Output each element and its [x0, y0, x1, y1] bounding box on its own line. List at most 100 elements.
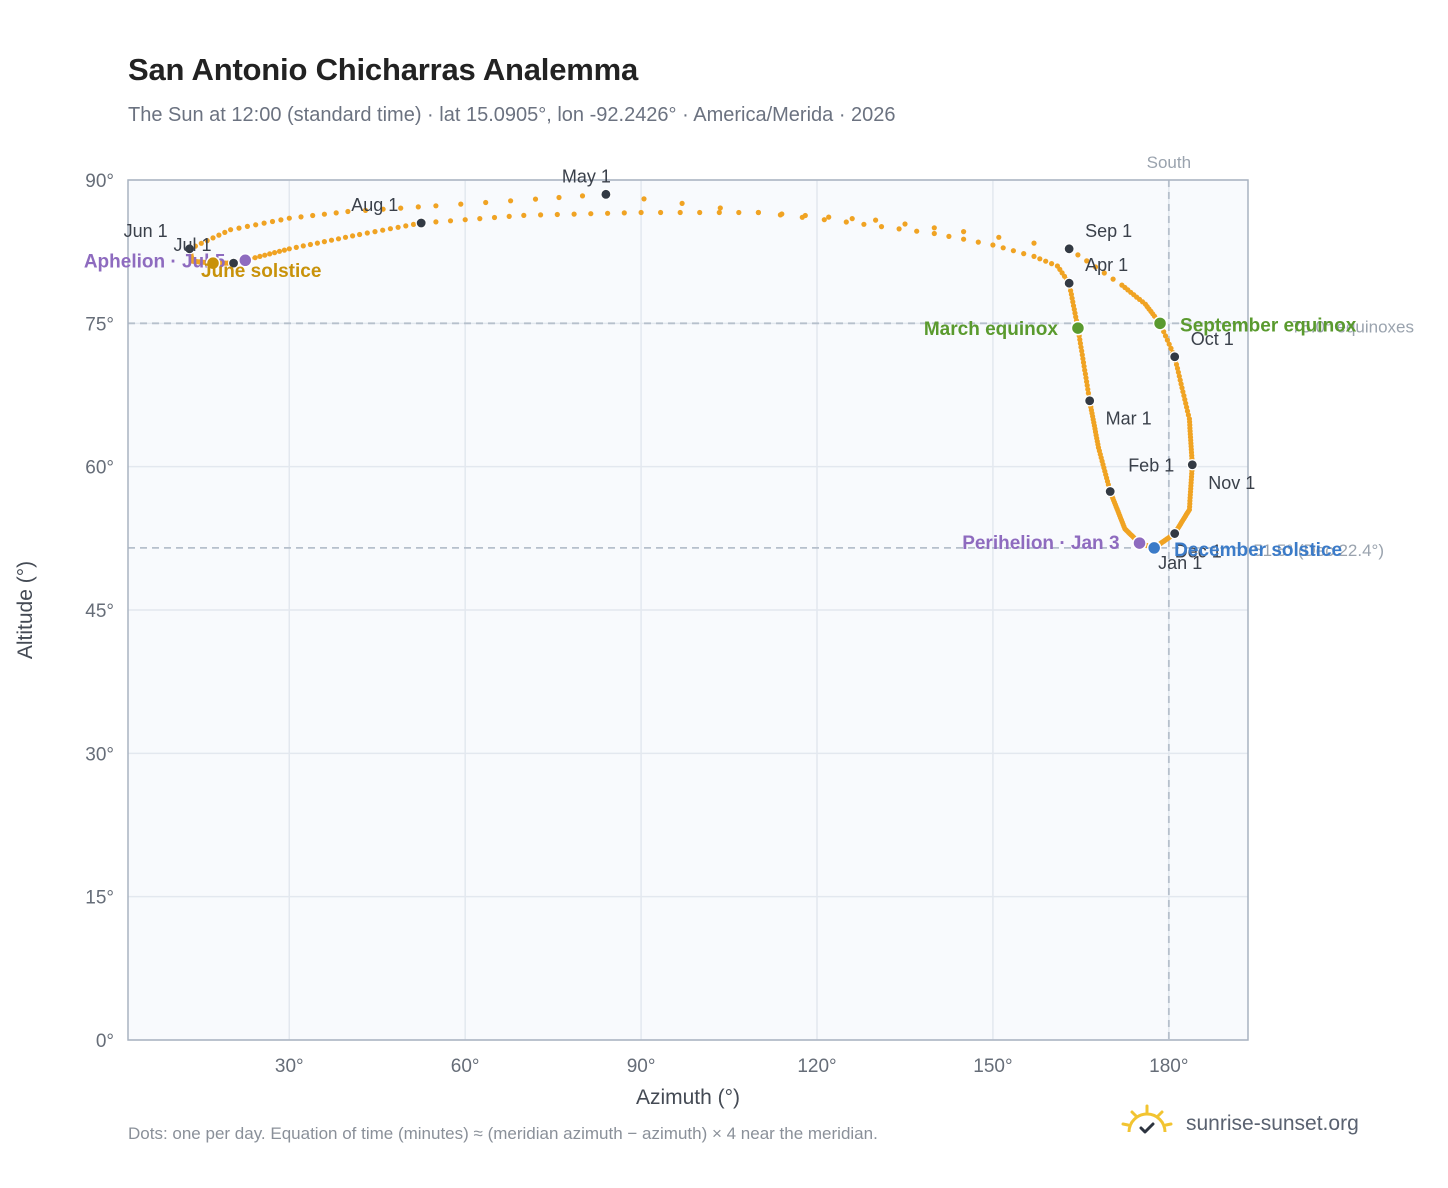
daily-sun-dot: [1037, 256, 1043, 262]
daily-sun-dot: [342, 234, 349, 240]
month-marker: [1063, 243, 1075, 255]
daily-sun-dot: [961, 229, 967, 235]
footnote: Dots: one per day. Equation of time (min…: [128, 1124, 878, 1143]
daily-sun-dot: [1010, 248, 1017, 254]
daily-sun-dot: [298, 214, 304, 220]
daily-sun-dot: [433, 219, 439, 225]
daily-sun-dot: [717, 205, 723, 211]
brand[interactable]: sunrise-sunset.org: [1120, 1104, 1359, 1143]
x-tick-label: 90°: [627, 1056, 656, 1077]
daily-sun-dot: [216, 232, 222, 238]
daily-sun-dot: [736, 209, 742, 216]
daily-sun-dot: [1000, 245, 1006, 251]
daily-sun-dot: [621, 210, 627, 216]
daily-sun-dot: [210, 235, 216, 241]
month-label: May 1: [562, 166, 611, 186]
month-label: Feb 1: [1128, 456, 1174, 476]
daily-sun-dot: [931, 230, 937, 237]
daily-sun-dot: [345, 208, 351, 215]
daily-sun-dot: [310, 212, 316, 219]
daily-sun-dot: [433, 203, 439, 209]
june-solstice-label: June solstice: [201, 261, 321, 282]
daily-sun-dot: [1085, 386, 1091, 392]
daily-sun-dot: [554, 211, 560, 218]
daily-sun-dot: [321, 239, 327, 245]
daily-sun-dot: [335, 236, 342, 242]
daily-sun-dot: [1184, 404, 1190, 410]
daily-sun-dot: [314, 240, 320, 246]
daily-sun-dot: [677, 209, 683, 216]
daily-sun-dot: [1092, 264, 1099, 270]
daily-sun-dot: [1173, 361, 1180, 368]
equinox-label: March equinox: [924, 319, 1059, 340]
daily-sun-dot: [849, 216, 855, 222]
daily-sun-dot: [605, 210, 611, 216]
x-tick-label: 60°: [451, 1056, 480, 1077]
december-altitude-label: 51.5° (Dec 22.4°): [1253, 541, 1384, 560]
daily-sun-dot: [403, 223, 409, 229]
daily-sun-dot: [1079, 352, 1085, 358]
month-marker: [600, 188, 612, 200]
daily-sun-dot: [286, 246, 292, 252]
daily-sun-dot: [914, 228, 920, 234]
daily-sun-dot: [398, 205, 404, 211]
month-marker: [1104, 485, 1116, 498]
daily-sun-dot: [975, 239, 981, 245]
daily-sun-dot: [447, 218, 454, 224]
daily-sun-dot: [1084, 258, 1090, 264]
daily-sun-dot: [364, 230, 370, 236]
month-marker: [1169, 527, 1181, 540]
equinox-altitude-label: 75.0° equinoxes: [1292, 317, 1414, 336]
daily-sun-dot: [896, 226, 902, 232]
daily-sun-dot: [307, 241, 313, 248]
sun-icon: [1120, 1104, 1174, 1143]
chart-subtitle: The Sun at 12:00 (standard time) · lat 1…: [128, 104, 896, 126]
plot-frame: [127, 179, 1249, 1041]
aphelion-marker: [238, 253, 253, 268]
x-tick-label: 120°: [797, 1056, 836, 1077]
month-label: Aug 1: [351, 195, 398, 215]
daily-sun-dot: [1110, 276, 1116, 282]
daily-sun-dot: [658, 209, 664, 216]
month-label: Oct 1: [1191, 329, 1234, 349]
daily-sun-dot: [1174, 365, 1181, 371]
daily-sun-dot: [1176, 373, 1182, 379]
month-label: Nov 1: [1208, 473, 1255, 493]
daily-sun-dot: [1049, 261, 1055, 267]
y-tick-label: 15°: [85, 888, 114, 909]
daily-sun-dot: [267, 251, 273, 257]
daily-sun-dot: [946, 233, 952, 239]
daily-sun-dot: [198, 240, 204, 246]
month-marker: [415, 217, 427, 229]
month-label: Jul 1: [174, 235, 212, 255]
month-marker: [227, 257, 240, 269]
daily-sun-dot: [931, 225, 937, 231]
daily-sun-dot: [1184, 408, 1191, 414]
month-label: Jun 1: [124, 221, 168, 241]
daily-sun-dot: [261, 220, 267, 226]
daily-sun-dot: [1031, 240, 1037, 246]
month-label: Mar 1: [1106, 409, 1152, 429]
daily-sun-dot: [1161, 329, 1167, 335]
december-solstice-label: December solstice: [1174, 540, 1342, 561]
daily-sun-dot: [222, 229, 228, 235]
daily-sun-dot: [588, 211, 594, 217]
daily-sun-dot: [380, 227, 386, 233]
daily-sun-dot: [278, 217, 284, 223]
daily-sun-dot: [961, 236, 967, 242]
x-tick-label: 30°: [275, 1056, 304, 1077]
chart-title: San Antonio Chicharras Analemma: [128, 52, 639, 87]
daily-sun-dot: [333, 210, 339, 216]
daily-sun-dot: [571, 211, 577, 217]
daily-sun-dot: [1180, 389, 1186, 395]
daily-sun-dot: [253, 222, 259, 228]
y-tick-label: 30°: [85, 744, 114, 765]
daily-sun-dot: [1182, 396, 1188, 403]
daily-sun-dot: [281, 247, 287, 253]
daily-sun-dot: [802, 212, 808, 219]
x-tick-label: 150°: [973, 1056, 1012, 1077]
daily-sun-dot: [269, 218, 276, 225]
daily-sun-dot: [1185, 412, 1191, 418]
month-marker: [1063, 277, 1075, 289]
daily-sun-dot: [1179, 385, 1185, 391]
